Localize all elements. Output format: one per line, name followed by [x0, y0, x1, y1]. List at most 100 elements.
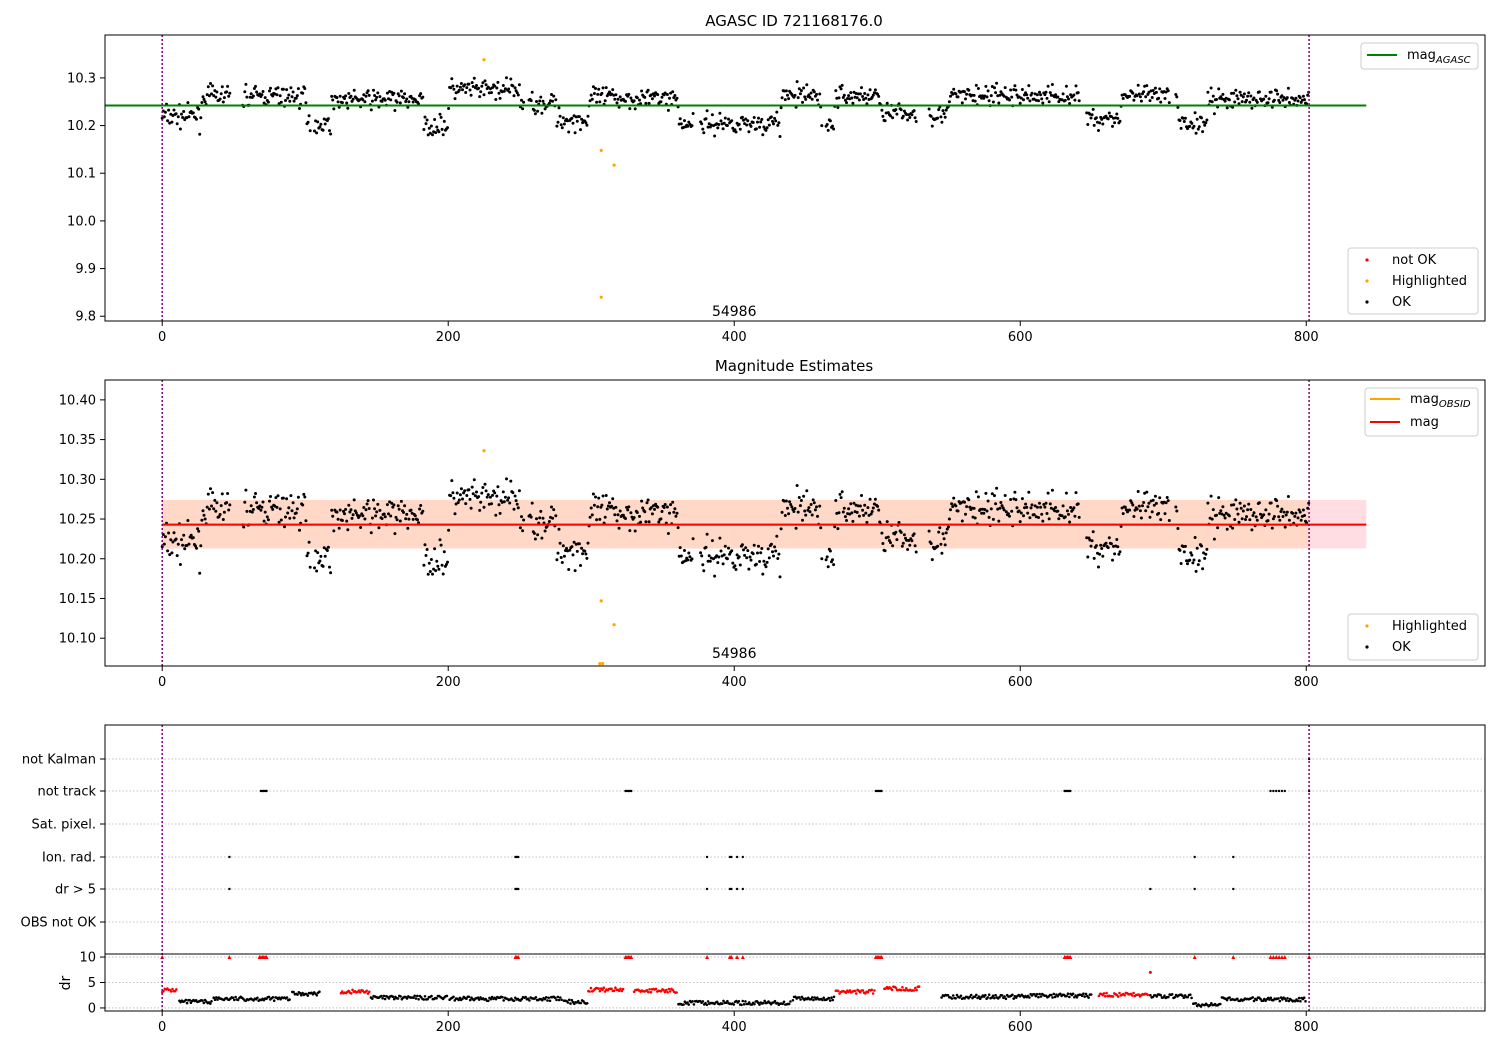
ok-point: [651, 504, 655, 508]
dr-point: [645, 989, 649, 992]
ok-point: [289, 86, 293, 90]
ok-point: [1090, 539, 1094, 543]
ok-point: [481, 486, 485, 489]
ok-point: [1050, 488, 1054, 492]
ok-point: [747, 567, 751, 571]
ok-point: [419, 92, 423, 96]
ok-point: [163, 535, 167, 539]
dr-point: [588, 990, 591, 993]
ok-point: [243, 90, 247, 94]
ok-point: [946, 525, 950, 529]
ok-point: [1237, 520, 1241, 524]
dr-point: [512, 999, 516, 1002]
ok-point: [1193, 111, 1197, 115]
dr-point: [487, 999, 490, 1003]
ok-point: [1249, 508, 1253, 511]
ok-point: [202, 513, 206, 517]
ok-point: [210, 92, 213, 96]
ok-point: [186, 519, 190, 522]
flag-category-label: dr > 5: [55, 883, 96, 898]
dr-point: [461, 997, 464, 1000]
ok-point: [1121, 512, 1125, 516]
ok-point: [1089, 544, 1093, 548]
ok-point: [596, 505, 600, 509]
dr-point: [171, 987, 174, 991]
ok-point: [1246, 508, 1250, 512]
ok-point: [321, 564, 325, 568]
ok-point: [591, 85, 595, 89]
ok-point: [1065, 509, 1069, 513]
ok-point: [449, 86, 453, 90]
ok-point: [214, 509, 218, 513]
ok-point: [490, 91, 493, 95]
dr-point: [365, 989, 369, 993]
ok-point: [850, 96, 854, 100]
dr-point: [597, 987, 600, 990]
ok-point: [458, 85, 462, 89]
dr-point: [837, 989, 840, 993]
ok-point: [496, 80, 500, 84]
ok-point: [377, 526, 381, 530]
ok-point: [973, 99, 977, 103]
ok-point: [541, 99, 545, 103]
ok-point: [1227, 514, 1231, 518]
magnitude-panel-frame: [104, 379, 1486, 667]
ok-point: [963, 90, 966, 94]
ok-point: [218, 97, 222, 101]
ok-point: [778, 575, 782, 579]
ok-point: [1000, 504, 1004, 508]
ok-point: [1179, 126, 1183, 130]
ok-point: [1074, 84, 1078, 88]
ok-point: [1139, 516, 1143, 520]
ok-point: [370, 99, 374, 103]
ok-point: [450, 77, 454, 81]
ok-point: [1240, 517, 1244, 521]
ok-point: [1132, 515, 1136, 518]
ok-point: [423, 543, 427, 547]
ok-point: [803, 95, 807, 99]
ok-point: [1063, 515, 1067, 519]
ok-point: [733, 564, 737, 568]
ok-point: [292, 99, 296, 103]
ok-point: [883, 549, 887, 553]
ok-point: [187, 542, 191, 546]
ok-point: [598, 517, 602, 521]
ok-point: [558, 541, 562, 545]
ok-point: [261, 90, 265, 93]
dr-point: [763, 999, 766, 1003]
ok-point: [1145, 490, 1149, 494]
dr-point: [946, 994, 950, 997]
ok-point: [787, 512, 791, 516]
x-tick-label: 400: [722, 675, 747, 690]
ok-point: [702, 569, 706, 573]
ok-point: [1201, 130, 1205, 134]
ok-point: [754, 562, 758, 566]
ok-point: [1064, 491, 1068, 495]
ok-point: [207, 507, 211, 511]
flag-point: [1275, 789, 1278, 793]
ok-point: [820, 557, 824, 561]
dr-capped-point: [227, 955, 232, 960]
ok-point: [176, 115, 180, 119]
ok-point: [1223, 99, 1227, 103]
ok-point: [723, 116, 727, 120]
dr-point: [753, 1002, 756, 1006]
ok-point: [731, 126, 735, 130]
dr-point: [1035, 992, 1039, 996]
ok-point: [1267, 512, 1271, 516]
ok-point: [543, 529, 547, 533]
ok-point: [828, 119, 832, 123]
ok-point: [497, 503, 501, 507]
ok-point: [326, 545, 330, 549]
ok-point: [603, 515, 607, 519]
dr-point: [598, 989, 602, 993]
ok-point: [1259, 512, 1262, 516]
ok-point: [656, 505, 660, 509]
ok-point: [586, 541, 590, 545]
ok-point: [347, 92, 351, 95]
ok-point: [908, 543, 912, 547]
flag-point: [735, 855, 739, 859]
ok-point: [1254, 515, 1258, 519]
ok-point: [1247, 91, 1251, 95]
ok-point: [189, 533, 193, 537]
